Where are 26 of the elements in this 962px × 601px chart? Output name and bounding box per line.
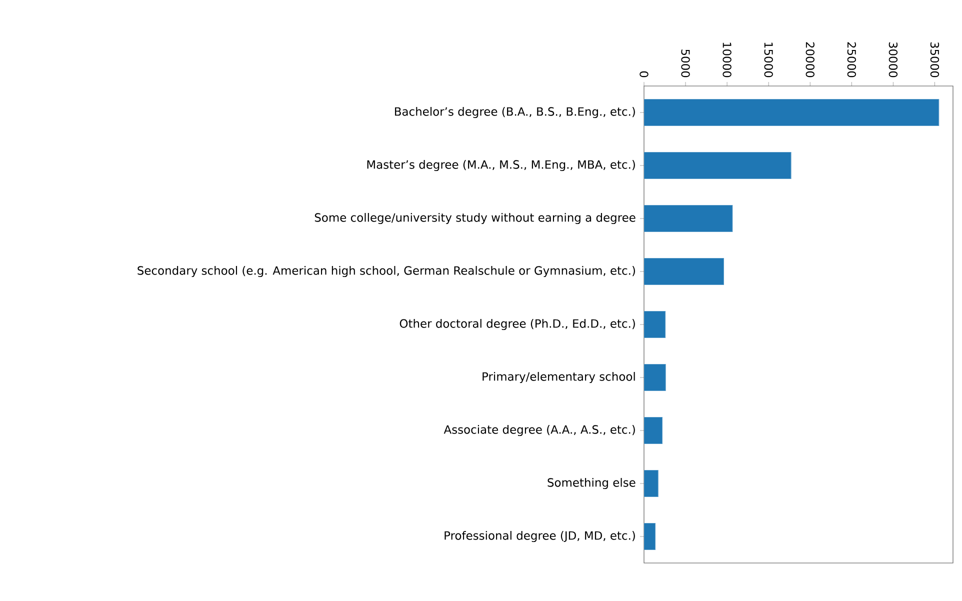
x-tick-label: 10000 <box>722 42 732 78</box>
y-tick-label: Primary/elementary school <box>482 372 635 384</box>
y-tick-label: Bachelor’s degree (B.A., B.S., B.Eng., etc.) <box>395 106 635 118</box>
bar <box>644 364 666 392</box>
bar <box>644 470 658 498</box>
bar <box>644 416 663 444</box>
y-tick-label: Secondary school (e.g. American high school, German Realschule or Gymnasium, etc.) <box>138 266 635 278</box>
x-tick-label: 0 <box>640 71 648 78</box>
x-tick-label: 5000 <box>681 50 690 78</box>
x-tick-label: 20000 <box>806 42 814 78</box>
bar <box>644 258 724 286</box>
y-tick-label: Professional degree (JD, MD, etc.) <box>444 530 635 542</box>
bar <box>644 310 666 338</box>
y-tick-label: Something else <box>548 478 636 490</box>
y-tick-label: Associate degree (A.A., A.S., etc.) <box>444 424 635 436</box>
bar <box>644 98 940 126</box>
bar <box>644 204 733 232</box>
bar <box>644 152 792 180</box>
x-tick-label: 25000 <box>847 42 856 78</box>
x-tick-label: 30000 <box>888 42 898 78</box>
y-tick-label: Other doctoral degree (Ph.D., Ed.D., etc.) <box>400 318 635 330</box>
x-tick-label: 15000 <box>764 42 773 78</box>
y-tick-label: Some college/university study without earning a degree <box>314 212 636 224</box>
y-tick-label: Master’s degree (M.A., M.S., M.Eng., MBA, etc.) <box>367 160 635 172</box>
bar <box>644 522 656 550</box>
x-tick-label: 35000 <box>930 42 940 78</box>
